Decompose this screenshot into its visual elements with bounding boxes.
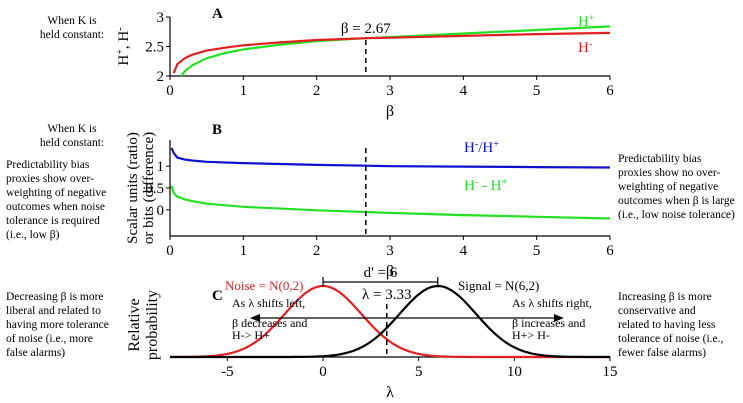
panel-b-x-tick-label: 6	[606, 243, 614, 259]
panel-a-y-label-part: -	[115, 27, 126, 30]
panel-a-legend-hplus-part: H	[578, 14, 589, 30]
panel-b-legend-ratio: H-/H+	[464, 139, 499, 157]
panel-c-signal-label: Signal = N(6,2)	[458, 278, 539, 293]
panel-a-x-tick-label: 4	[460, 83, 468, 99]
panel-c-arrow-right-note: H+> H-	[512, 328, 550, 342]
panel-b-legend-ratio-part: +	[493, 139, 499, 150]
panel-c-noise-label: Noise = N(0,2)	[225, 278, 303, 293]
panel-b-legend-ratio-part: /H	[478, 140, 493, 156]
panel-a-y-label-part: H	[116, 55, 132, 66]
panel-c-x-tick-label: 5	[415, 364, 423, 380]
panel-c-dprime-label: d' = 6	[364, 265, 398, 281]
panel-a-y-label-part: +	[115, 49, 126, 55]
panel-a-note: When K is held constant:	[39, 15, 105, 41]
panel-c-x-tick-label: -5	[221, 364, 234, 380]
panel-a-legend-hminus: H-	[578, 39, 592, 57]
panel-b-left-note: Predictability bias proxies show over- w…	[6, 159, 107, 241]
panel-b-y-tick-label: 0	[157, 203, 165, 219]
panel-b-x-tick-label: 4	[460, 243, 468, 259]
panel-c-marker-label: λ = 3.33	[362, 287, 411, 303]
panel-c-letter: C	[212, 288, 223, 304]
panel-a-legend-hplus: H+	[578, 13, 595, 31]
panel-b-right-note: Predictability bias proxies show no over…	[618, 153, 735, 221]
panel-b-legend-difference-part: H	[464, 178, 475, 194]
panel-a-series-0	[180, 25, 611, 77]
panel-b-legend-ratio-part: H	[464, 140, 475, 156]
panel-a-letter: A	[212, 6, 223, 22]
panel-a-x-tick-label: 6	[606, 83, 614, 99]
panel-c-series-1	[170, 284, 610, 359]
panel-a-y-tick-label: 2	[157, 69, 165, 85]
panel-c-y-label: probability	[144, 290, 161, 360]
panel-b-legend-ratio-part: -	[475, 139, 478, 150]
panel-b-y-tick-label: 1	[157, 159, 165, 175]
panel-c-series-0	[170, 284, 610, 359]
panel-a-x-tick-label: 1	[240, 83, 248, 99]
panel-b-letter: B	[212, 122, 222, 138]
panel-b-y-label: Scalar units (ratio)	[125, 132, 141, 244]
panel-a-x-tick-label: 3	[386, 83, 394, 99]
panel-a-y-tick-label: 3	[157, 10, 165, 26]
panel-c-arrow-right-head	[554, 314, 564, 322]
panel-a-legend-hminus-part: -	[589, 39, 592, 50]
panel-b-y-tick-label: 0.5	[145, 181, 164, 197]
panel-c-x-tick-label: 0	[319, 364, 327, 380]
panel-a-series-1	[172, 31, 611, 74]
panel-b-legend-difference-part: - H	[478, 178, 501, 194]
panel-a-x-tick-label: 5	[533, 83, 541, 99]
panel-c-left-note: Decreasing β is more liberal and related…	[6, 291, 109, 359]
panel-b-legend-difference: H- - H+	[464, 177, 508, 195]
panel-a-x-tick-label: 0	[166, 83, 174, 99]
panel-c-y-label: Relative	[126, 298, 143, 351]
panel-c-arrow-left-note: As λ shifts left,	[232, 296, 305, 310]
panel-c-x-tick-label: 10	[507, 364, 522, 380]
panel-a-legend-hminus-part: H	[578, 40, 589, 56]
panel-c-arrow-left-note: H-> H+	[232, 328, 270, 342]
panel-b-legend-difference-part: +	[502, 177, 508, 188]
panel-a-x-label: β	[386, 103, 394, 120]
panel-c-arrow-left-note: β decreases and	[232, 316, 307, 330]
panel-b-x-tick-label: 0	[166, 243, 174, 259]
panel-b-x-tick-label: 2	[313, 243, 321, 259]
panel-b-y-label: or bits (difference)	[141, 132, 157, 244]
panel-c-arrow-right-note: As λ shifts right,	[512, 296, 592, 310]
panel-c-right-note: Increasing β is more conservative and re…	[618, 291, 724, 359]
panel-b-x-label: β	[386, 263, 394, 280]
panel-a-y-label: H+, H-	[115, 27, 133, 65]
panel-c-x-label: λ	[386, 384, 394, 401]
panel-b-legend-difference-part: -	[475, 177, 478, 188]
panel-b-x-tick-label: 1	[240, 243, 248, 259]
panel-a-x-tick-label: 2	[313, 83, 321, 99]
panel-b-x-tick-label: 5	[533, 243, 541, 259]
panel-b-x-tick-label: 3	[386, 243, 394, 259]
panel-a-y-tick-label: 2.5	[145, 40, 164, 56]
panel-c-x-tick-label: 15	[603, 364, 618, 380]
panel-a-legend-hplus-part: +	[589, 13, 595, 24]
panel-c-arrow-right-note: β increases and	[512, 316, 585, 330]
panel-b-series-1	[170, 185, 611, 220]
panel-a-marker-label: β = 2.67	[341, 21, 391, 37]
panel-b-series-0	[170, 147, 611, 169]
panel-a-y-label-part: , H	[116, 31, 132, 50]
panel-b-heading-note: When K is held constant:	[39, 123, 105, 149]
panel-c-arrow-left-head	[250, 314, 260, 322]
